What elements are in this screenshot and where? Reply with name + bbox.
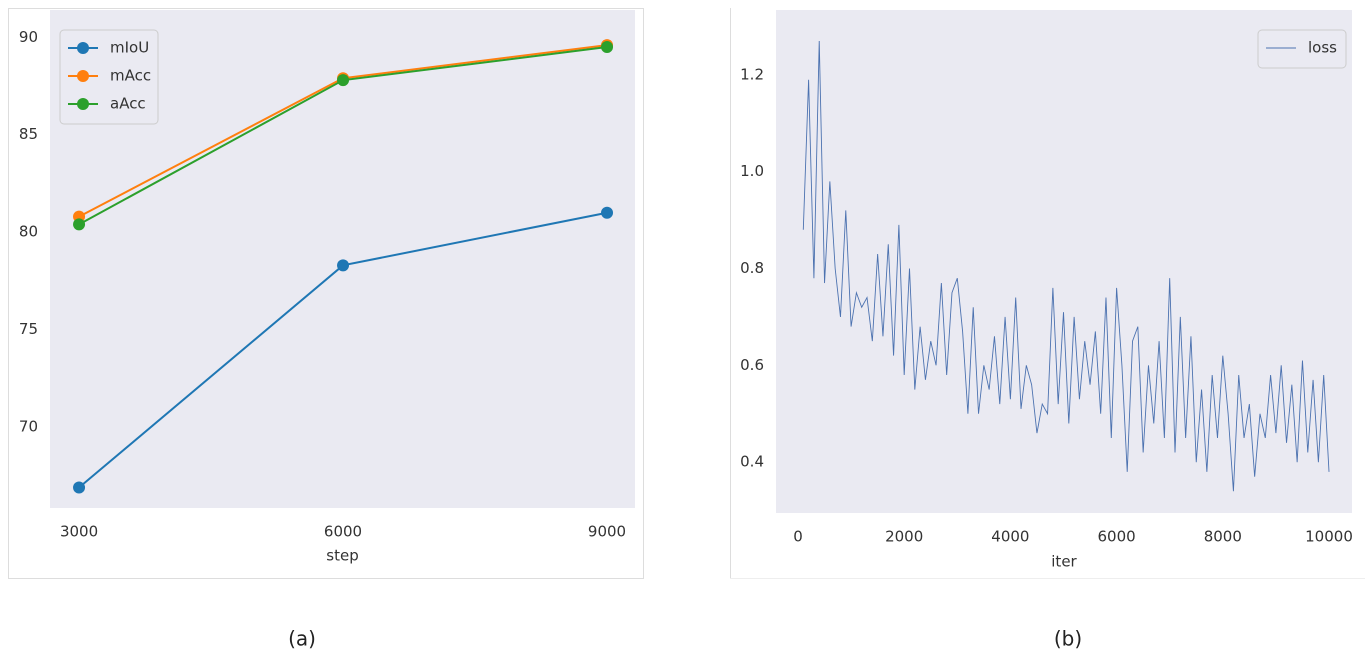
x-tick-label: 4000 [991, 528, 1029, 546]
x-axis-label: iter [1051, 553, 1077, 571]
marker [601, 206, 614, 219]
x-axis-label: step [326, 547, 358, 565]
y-tick-label: 0.6 [740, 356, 764, 374]
y-tick-label: 0.8 [740, 259, 764, 277]
legend-box [1257, 29, 1347, 69]
marker [337, 259, 350, 272]
caption: (b) [1054, 627, 1082, 651]
series-line [802, 40, 1330, 492]
x-tick-label: 9000 [588, 523, 626, 541]
legend-label: mIoU [110, 39, 149, 57]
legend-marker [77, 70, 89, 82]
marker [73, 218, 86, 231]
marker [601, 41, 614, 54]
y-tick-label: 1.2 [740, 65, 764, 83]
y-tick-label: 0.4 [740, 453, 764, 471]
y-tick-label: 90 [19, 28, 38, 46]
y-tick-label: 85 [19, 125, 38, 143]
y-tick-label: 70 [19, 418, 38, 436]
y-tick-label: 75 [19, 320, 38, 338]
legend-label: aAcc [110, 95, 146, 113]
x-tick-label: 2000 [885, 528, 923, 546]
x-tick-label: 3000 [60, 523, 98, 541]
x-tick-label: 8000 [1204, 528, 1242, 546]
x-tick-label: 10000 [1305, 528, 1353, 546]
legend-label: loss [1308, 39, 1337, 57]
x-tick-label: 0 [793, 528, 803, 546]
marker [73, 481, 86, 494]
x-tick-label: 6000 [324, 523, 362, 541]
y-tick-label: 1.0 [740, 162, 764, 180]
plot-area [776, 10, 1352, 513]
x-tick-label: 6000 [1098, 528, 1136, 546]
legend-marker [77, 42, 89, 54]
y-tick-label: 80 [19, 223, 38, 241]
legend-label: mAcc [110, 67, 151, 85]
marker [337, 74, 350, 87]
legend-marker [77, 98, 89, 110]
caption: (a) [288, 627, 316, 651]
